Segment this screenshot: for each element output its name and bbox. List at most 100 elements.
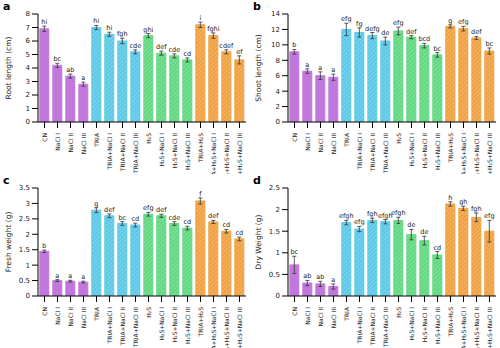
svg-text:CN: CN bbox=[41, 307, 48, 316]
svg-text:TRIA+H₂S+NaCl II: TRIA+H₂S+NaCl II bbox=[473, 133, 480, 174]
svg-text:TRIA+NaCl III: TRIA+NaCl III bbox=[132, 307, 139, 348]
svg-text:H₂S+NaCl III: H₂S+NaCl III bbox=[184, 307, 191, 344]
svg-text:H₂S+NaCl III: H₂S+NaCl III bbox=[434, 307, 441, 344]
svg-text:hi: hi bbox=[93, 17, 99, 25]
svg-text:cd: cd bbox=[433, 244, 441, 252]
svg-text:f: f bbox=[199, 190, 202, 198]
svg-text:TRIA+NaCl III: TRIA+NaCl III bbox=[382, 307, 389, 348]
svg-text:TRIA+H₂S+NaCl II: TRIA+H₂S+NaCl II bbox=[223, 133, 230, 174]
svg-text:H₂S+NaCl I: H₂S+NaCl I bbox=[408, 307, 415, 341]
svg-text:bc: bc bbox=[433, 45, 441, 53]
svg-text:1: 1 bbox=[276, 249, 280, 257]
svg-text:2.5: 2.5 bbox=[19, 215, 30, 223]
svg-text:NaCl II: NaCl II bbox=[317, 133, 324, 153]
svg-text:H₂S+NaCl II: H₂S+NaCl II bbox=[421, 307, 428, 342]
svg-text:def: def bbox=[104, 206, 115, 214]
svg-text:NaCl I: NaCl I bbox=[304, 307, 311, 325]
svg-text:g: g bbox=[94, 200, 98, 208]
svg-text:TRIA+H₂S+NaCl I: TRIA+H₂S+NaCl I bbox=[460, 133, 467, 174]
svg-text:NaCl III: NaCl III bbox=[330, 133, 337, 154]
svg-text:1.5: 1.5 bbox=[269, 228, 280, 236]
svg-text:TRIA+NaCl I: TRIA+NaCl I bbox=[106, 133, 113, 171]
svg-text:4: 4 bbox=[26, 64, 31, 72]
svg-text:cd: cd bbox=[222, 221, 230, 229]
svg-text:TRIA+H₂S+NaCl III: TRIA+H₂S+NaCl III bbox=[486, 307, 492, 348]
svg-text:a: a bbox=[331, 66, 335, 74]
svg-text:CN: CN bbox=[41, 133, 48, 142]
svg-text:TRIA+NaCl I: TRIA+NaCl I bbox=[356, 307, 363, 345]
svg-text:h: h bbox=[448, 194, 452, 202]
svg-text:TRIA+NaCl II: TRIA+NaCl II bbox=[369, 307, 376, 346]
svg-text:fghi: fghi bbox=[207, 25, 220, 33]
svg-text:def: def bbox=[156, 206, 167, 214]
svg-text:a: a bbox=[331, 276, 335, 284]
svg-text:ef: ef bbox=[236, 48, 243, 56]
svg-text:i: i bbox=[199, 14, 201, 22]
svg-text:NaCl I: NaCl I bbox=[54, 307, 61, 325]
svg-text:gh: gh bbox=[459, 198, 467, 206]
svg-text:0: 0 bbox=[26, 292, 30, 300]
svg-text:H₂S: H₂S bbox=[395, 133, 402, 144]
svg-text:TRIA+NaCl I: TRIA+NaCl I bbox=[106, 307, 113, 345]
svg-text:1: 1 bbox=[26, 105, 30, 113]
svg-text:cd: cd bbox=[235, 229, 243, 237]
svg-text:0: 0 bbox=[276, 118, 280, 126]
svg-text:6: 6 bbox=[26, 37, 31, 45]
svg-text:NaCl II: NaCl II bbox=[67, 307, 74, 327]
svg-text:NaCl I: NaCl I bbox=[304, 133, 311, 151]
svg-text:cde: cde bbox=[129, 42, 141, 50]
svg-text:def: def bbox=[156, 43, 167, 51]
svg-text:a: a bbox=[318, 64, 322, 72]
svg-text:0: 0 bbox=[276, 292, 280, 300]
svg-text:bcd: bcd bbox=[418, 35, 430, 43]
svg-text:TRIA: TRIA bbox=[93, 132, 100, 148]
svg-text:TRIA+NaCl III: TRIA+NaCl III bbox=[132, 133, 139, 174]
svg-text:NaCl III: NaCl III bbox=[80, 307, 87, 328]
svg-text:TRIA+H₂S: TRIA+H₂S bbox=[197, 307, 204, 338]
svg-text:TRIA+NaCl I: TRIA+NaCl I bbox=[356, 133, 363, 171]
svg-text:TRIA+H₂S+NaCl III: TRIA+H₂S+NaCl III bbox=[236, 133, 243, 174]
svg-text:efg: efg bbox=[458, 18, 468, 26]
svg-text:hi: hi bbox=[106, 24, 112, 32]
svg-text:10: 10 bbox=[271, 41, 280, 49]
svg-text:cd: cd bbox=[131, 215, 139, 223]
svg-text:7: 7 bbox=[26, 24, 30, 32]
svg-text:H₂S+NaCl II: H₂S+NaCl II bbox=[421, 133, 428, 168]
svg-text:6: 6 bbox=[276, 72, 281, 80]
svg-text:fgh: fgh bbox=[117, 30, 128, 38]
svg-text:hi: hi bbox=[41, 18, 47, 26]
svg-text:ab: ab bbox=[316, 273, 324, 281]
svg-text:cde: cde bbox=[168, 214, 180, 222]
svg-text:ab: ab bbox=[303, 272, 311, 280]
svg-text:2: 2 bbox=[276, 206, 280, 214]
svg-text:Root length (cm): Root length (cm) bbox=[8, 36, 13, 99]
svg-text:b: b bbox=[42, 242, 46, 250]
svg-text:def: def bbox=[208, 212, 219, 220]
svg-text:2: 2 bbox=[26, 231, 30, 239]
svg-text:efg: efg bbox=[484, 212, 492, 220]
svg-text:14: 14 bbox=[271, 10, 280, 18]
svg-text:8: 8 bbox=[276, 57, 280, 65]
svg-text:TRIA+H₂S: TRIA+H₂S bbox=[447, 307, 454, 338]
svg-text:NaCl III: NaCl III bbox=[330, 307, 337, 328]
svg-text:0.5: 0.5 bbox=[269, 271, 280, 279]
svg-text:2: 2 bbox=[276, 103, 280, 111]
svg-text:def: def bbox=[406, 28, 417, 36]
svg-text:g: g bbox=[448, 17, 452, 25]
svg-text:NaCl III: NaCl III bbox=[80, 133, 87, 154]
svg-text:TRIA+H₂S+NaCl I: TRIA+H₂S+NaCl I bbox=[460, 307, 467, 348]
svg-text:TRIA+H₂S+NaCl II: TRIA+H₂S+NaCl II bbox=[223, 307, 230, 348]
svg-text:H₂S+NaCl II: H₂S+NaCl II bbox=[171, 133, 178, 168]
svg-text:cde: cde bbox=[168, 46, 180, 54]
svg-text:efg: efg bbox=[341, 15, 351, 23]
svg-text:8: 8 bbox=[26, 10, 30, 18]
svg-text:efg: efg bbox=[393, 19, 403, 27]
svg-text:a: a bbox=[55, 272, 59, 280]
svg-text:efgh: efgh bbox=[391, 209, 406, 217]
svg-text:H₂S+NaCl II: H₂S+NaCl II bbox=[171, 307, 178, 342]
svg-text:CN: CN bbox=[291, 307, 298, 316]
svg-text:H₂S: H₂S bbox=[395, 307, 402, 318]
svg-text:b: b bbox=[292, 41, 296, 49]
svg-text:cd: cd bbox=[183, 50, 191, 58]
svg-text:0: 0 bbox=[26, 118, 30, 126]
